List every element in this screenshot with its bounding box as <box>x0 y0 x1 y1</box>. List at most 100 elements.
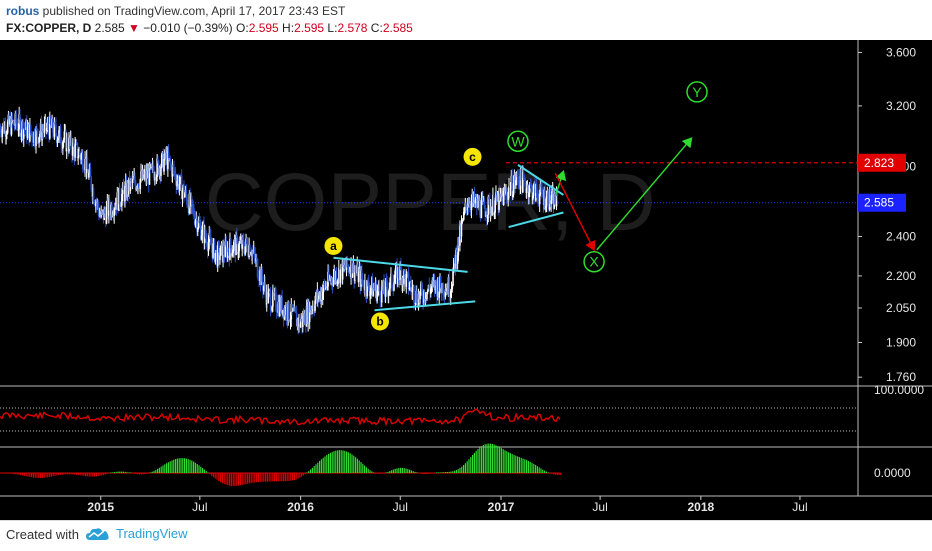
candle-body <box>531 185 533 201</box>
candle-body <box>531 195 534 201</box>
candle-body <box>232 251 234 253</box>
wave-label-circle[interactable] <box>507 130 529 153</box>
histogram-bar <box>198 465 200 473</box>
candle-body <box>179 175 181 185</box>
candle-body <box>347 266 349 268</box>
histogram-bar <box>122 471 124 473</box>
candle-body <box>465 203 467 208</box>
wave-label-circle[interactable] <box>324 236 343 255</box>
candle-body <box>246 238 248 244</box>
candle-body <box>193 208 195 218</box>
histogram-bar <box>49 473 51 477</box>
histogram-bar <box>74 473 76 475</box>
histogram-bar <box>279 473 281 482</box>
wave-label-X: X <box>589 254 599 270</box>
candle-body <box>86 156 89 169</box>
histogram-bar <box>407 469 409 473</box>
candle-body <box>231 252 234 257</box>
projection-arrow[interactable] <box>554 172 596 252</box>
tradingview-brand[interactable]: TradingView <box>86 526 188 541</box>
candle-body <box>498 190 500 210</box>
candle-body <box>224 241 227 257</box>
candle-body <box>152 164 155 173</box>
candle-body <box>66 137 69 149</box>
histogram-bar <box>470 457 472 473</box>
histogram-bar <box>430 473 432 474</box>
histogram-bar <box>455 470 457 473</box>
candles[interactable] <box>0 106 559 335</box>
candle-body <box>341 260 344 280</box>
candle-body <box>373 287 375 290</box>
symbol-label[interactable]: FX:COPPER, D <box>6 21 92 35</box>
histogram-bar <box>288 473 290 481</box>
histogram-bar <box>355 457 357 473</box>
histogram-bar <box>554 473 556 475</box>
histogram-bar <box>517 456 519 473</box>
candle-body <box>386 281 388 290</box>
projection-arrow[interactable] <box>554 170 567 197</box>
trendline[interactable] <box>517 164 564 196</box>
histogram-bar <box>297 473 299 479</box>
price-chart[interactable]: COPPER, D3.6003.2002.8002.4002.2002.0501… <box>0 40 932 520</box>
histogram-bar <box>153 470 155 473</box>
candle-body <box>89 168 92 177</box>
candle-body <box>367 280 369 282</box>
candle-body <box>214 253 217 262</box>
publish-info: published on TradingView.com, April 17, … <box>39 4 346 18</box>
histogram-bar <box>518 457 520 473</box>
histogram-bar <box>7 473 9 474</box>
histogram-bar <box>529 461 531 473</box>
histogram-bar <box>202 468 204 473</box>
trendline[interactable] <box>333 256 468 273</box>
candle-body <box>351 274 354 278</box>
histogram-bar <box>387 471 389 473</box>
histogram-bar <box>189 459 191 473</box>
histogram-bar <box>558 473 560 476</box>
candle-body <box>256 259 259 278</box>
trendline[interactable] <box>508 211 564 229</box>
candle-body <box>55 124 57 135</box>
candle-body <box>377 288 379 291</box>
candle-body <box>177 177 180 190</box>
histogram-bar <box>434 473 436 474</box>
histogram-bar <box>256 473 258 483</box>
histogram-bar <box>61 473 63 475</box>
histogram-bar <box>191 460 193 473</box>
histogram-bar <box>284 473 286 482</box>
candle-body <box>209 233 211 238</box>
candle-body <box>262 286 265 291</box>
candle-body <box>318 295 320 300</box>
author-link[interactable]: robus <box>6 4 40 18</box>
indicator1-line[interactable] <box>0 408 561 427</box>
histogram-bar <box>248 473 250 484</box>
histogram-bars[interactable] <box>4 443 562 487</box>
projection-arrow[interactable] <box>596 137 693 251</box>
histogram-bar <box>382 473 384 474</box>
candle-body <box>226 248 229 259</box>
x-tick-label: Jul <box>393 500 408 514</box>
candle-body <box>378 284 381 292</box>
candle-body <box>57 138 60 140</box>
candle-body <box>241 236 244 249</box>
low-value: 2.578 <box>337 21 368 35</box>
candle-body <box>45 128 48 132</box>
candle-body <box>42 131 44 133</box>
histogram-bar <box>135 473 137 475</box>
histogram-bar <box>268 473 270 482</box>
candle-body <box>493 212 496 216</box>
wave-label-circle[interactable] <box>583 250 605 273</box>
candle-body <box>97 201 99 209</box>
wave-label-circle[interactable] <box>370 312 389 331</box>
candle-body <box>403 270 406 275</box>
wave-label-circle[interactable] <box>463 147 482 166</box>
candle-body <box>185 189 188 197</box>
histogram-bar <box>346 451 348 473</box>
candle-body <box>408 287 411 289</box>
wave-label-circle[interactable] <box>686 81 708 103</box>
y-tick-label: 3.200 <box>886 99 916 113</box>
histogram-bar <box>121 471 123 473</box>
trendline[interactable] <box>374 300 476 312</box>
histogram-bar <box>335 450 337 473</box>
candle-body <box>134 175 136 183</box>
histogram-bar <box>398 468 400 473</box>
